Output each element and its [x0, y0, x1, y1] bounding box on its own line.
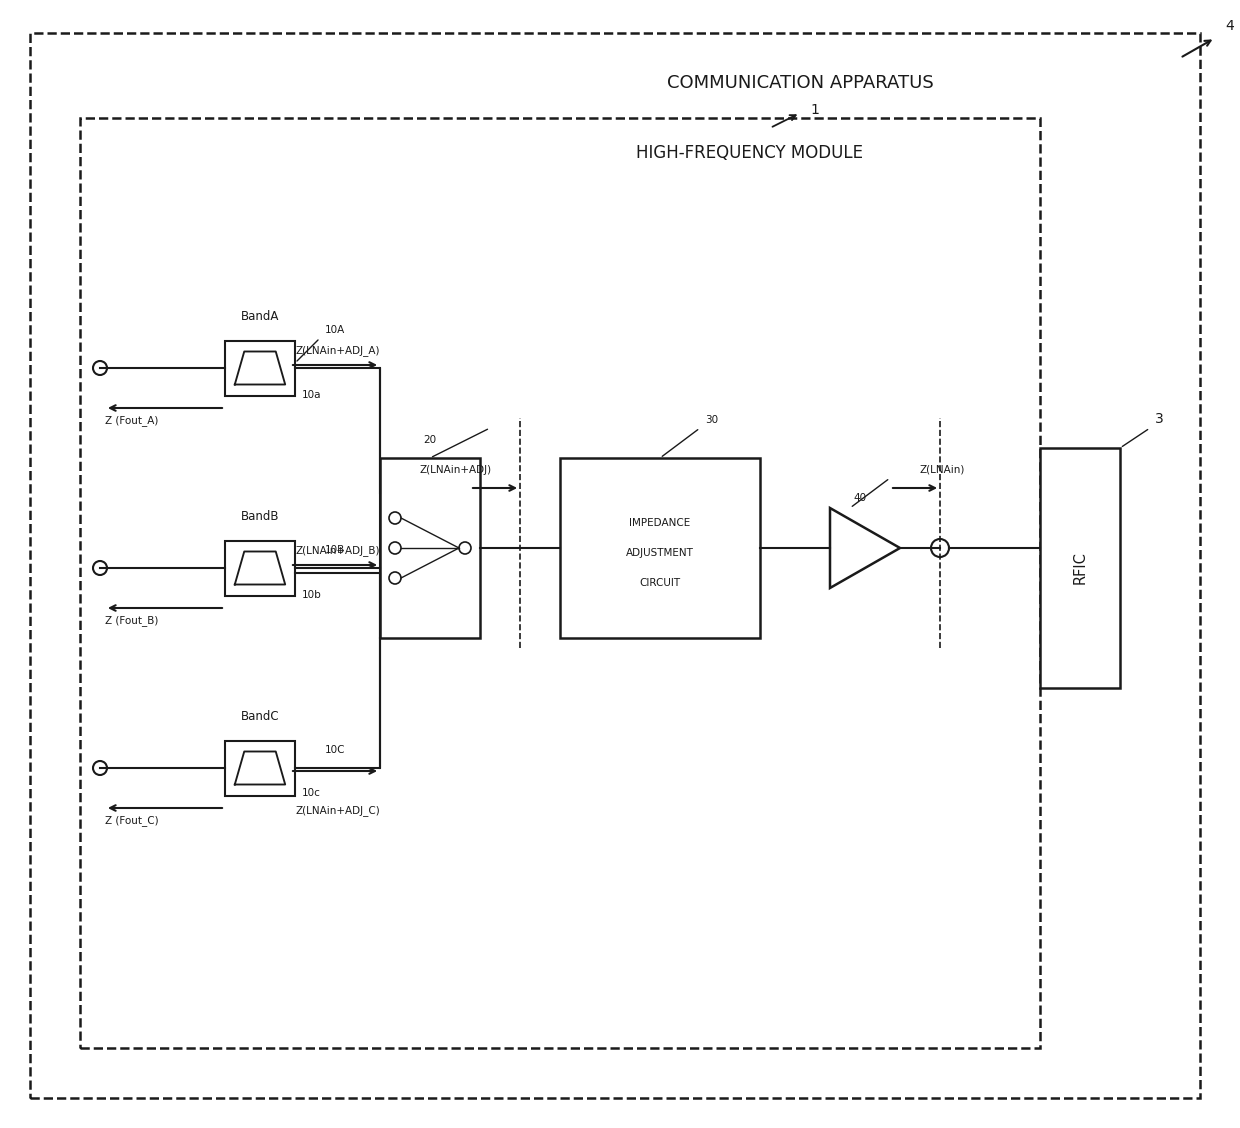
- Bar: [379, 458, 480, 638]
- Bar: [224, 540, 295, 596]
- Text: BandB: BandB: [241, 510, 279, 523]
- Text: 10C: 10C: [325, 744, 346, 755]
- Text: BandC: BandC: [241, 710, 279, 723]
- Text: 10a: 10a: [303, 390, 321, 400]
- Text: 30: 30: [706, 415, 718, 425]
- Text: Z(LNAin+ADJ): Z(LNAin+ADJ): [420, 465, 492, 475]
- Text: Z(LNAin+ADJ_C): Z(LNAin+ADJ_C): [295, 805, 379, 816]
- Text: 10B: 10B: [325, 545, 345, 555]
- Text: Z (Fout_C): Z (Fout_C): [105, 816, 159, 826]
- Text: HIGH-FREQUENCY MODULE: HIGH-FREQUENCY MODULE: [636, 144, 863, 162]
- Text: 1: 1: [810, 103, 818, 117]
- Text: RFIC: RFIC: [1073, 552, 1087, 584]
- Bar: [560, 458, 760, 638]
- Bar: [1040, 448, 1120, 688]
- Text: 4: 4: [1225, 19, 1234, 33]
- Text: CIRCUIT: CIRCUIT: [640, 578, 681, 588]
- Text: 10A: 10A: [325, 325, 345, 335]
- Text: IMPEDANCE: IMPEDANCE: [630, 518, 691, 528]
- Text: 10b: 10b: [303, 590, 321, 600]
- Text: BandA: BandA: [241, 310, 279, 323]
- Text: 40: 40: [853, 493, 867, 503]
- Text: 3: 3: [1154, 412, 1164, 426]
- Text: 20: 20: [423, 435, 436, 446]
- Polygon shape: [830, 508, 900, 588]
- Text: Z(LNAin+ADJ_A): Z(LNAin+ADJ_A): [295, 345, 379, 356]
- Text: Z (Fout_B): Z (Fout_B): [105, 615, 159, 626]
- Text: Z(LNAin): Z(LNAin): [920, 465, 966, 475]
- Text: COMMUNICATION APPARATUS: COMMUNICATION APPARATUS: [667, 74, 934, 92]
- Text: Z(LNAin+ADJ_B): Z(LNAin+ADJ_B): [295, 545, 379, 556]
- Text: 10c: 10c: [303, 788, 321, 797]
- Bar: [224, 740, 295, 795]
- Text: Z (Fout_A): Z (Fout_A): [105, 415, 159, 426]
- Bar: [224, 341, 295, 396]
- Text: ADJUSTMENT: ADJUSTMENT: [626, 548, 694, 558]
